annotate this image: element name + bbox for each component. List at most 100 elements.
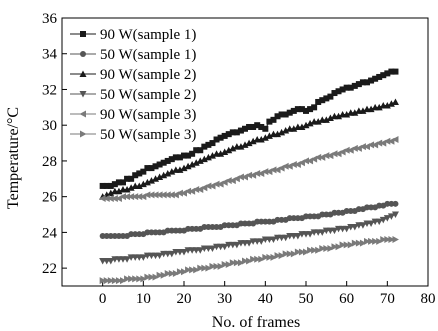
data-point <box>209 140 216 147</box>
data-point <box>233 241 241 249</box>
data-point <box>115 277 123 285</box>
data-point <box>192 186 200 194</box>
data-point <box>327 244 334 252</box>
data-point <box>208 152 216 159</box>
data-point <box>359 143 366 151</box>
series-6 <box>99 236 399 285</box>
data-point <box>245 240 253 247</box>
data-point <box>99 277 107 285</box>
data-point <box>335 112 343 120</box>
data-point <box>176 166 184 173</box>
series-3 <box>99 98 399 200</box>
data-point <box>107 194 114 202</box>
data-point <box>306 231 314 238</box>
legend: 90 W(sample 1) 50 W(sample 1) 90 W(sample … <box>70 27 196 143</box>
data-point <box>368 237 375 245</box>
data-point <box>384 236 391 244</box>
data-point <box>270 116 277 123</box>
data-point <box>176 268 184 276</box>
data-point <box>269 166 277 174</box>
data-point <box>282 127 290 134</box>
data-point <box>286 250 294 258</box>
data-point <box>200 155 208 163</box>
data-point <box>265 132 273 139</box>
data-point <box>253 169 261 177</box>
y-tick-label: 34 <box>42 47 58 63</box>
data-point <box>184 162 192 170</box>
data-point <box>229 259 237 267</box>
data-point <box>241 141 249 148</box>
data-point <box>143 191 151 199</box>
data-point <box>193 147 200 154</box>
data-point <box>193 266 200 274</box>
data-point <box>262 125 269 132</box>
data-point <box>246 257 253 265</box>
data-point <box>124 175 131 182</box>
data-point <box>339 241 347 249</box>
legend-label: 90 W(sample 1) <box>100 27 196 43</box>
y-tick-label: 36 <box>42 11 58 27</box>
data-point <box>322 152 330 160</box>
data-point <box>172 154 179 161</box>
data-point <box>147 177 155 184</box>
data-point <box>205 264 212 272</box>
data-point <box>343 84 350 91</box>
data-point <box>261 168 269 176</box>
data-point <box>380 236 387 244</box>
data-point <box>290 161 297 169</box>
data-point <box>237 127 244 134</box>
data-point <box>107 182 114 189</box>
x-axis-title: No. of frames <box>212 314 300 331</box>
data-point <box>351 144 358 152</box>
data-point <box>103 182 110 189</box>
data-point <box>180 164 188 172</box>
x-tick-label: 70 <box>380 291 395 307</box>
data-point <box>266 253 273 261</box>
data-point <box>107 277 115 285</box>
legend-marker <box>79 91 87 98</box>
data-point <box>225 131 232 138</box>
data-point <box>168 269 176 277</box>
data-point <box>269 236 277 244</box>
data-point <box>107 189 115 197</box>
data-point <box>197 147 204 154</box>
data-point <box>351 239 359 247</box>
data-point <box>148 273 155 281</box>
data-point <box>148 165 155 172</box>
data-point <box>233 129 240 136</box>
data-point <box>379 216 387 224</box>
data-point <box>123 193 131 201</box>
y-tick-label: 28 <box>42 154 57 170</box>
data-point <box>375 218 383 226</box>
data-point <box>392 68 399 75</box>
data-point <box>131 193 139 201</box>
data-point <box>132 172 139 179</box>
data-point <box>290 125 298 132</box>
data-point <box>375 103 383 111</box>
data-point <box>233 259 241 267</box>
y-tick-label: 32 <box>42 82 57 98</box>
data-point <box>326 114 334 122</box>
data-point <box>367 220 375 227</box>
data-point <box>185 266 192 274</box>
data-point <box>99 182 106 189</box>
data-point <box>383 137 391 145</box>
data-point <box>270 253 277 261</box>
data-point <box>262 253 269 261</box>
data-point <box>111 277 119 285</box>
data-point <box>294 232 302 240</box>
data-point <box>314 118 322 125</box>
data-point <box>221 261 229 269</box>
data-point <box>257 135 265 143</box>
data-point <box>250 123 257 130</box>
data-point <box>111 194 118 202</box>
data-point <box>311 104 318 111</box>
data-point <box>132 275 139 283</box>
data-point <box>306 119 314 127</box>
data-point <box>249 137 257 145</box>
data-point <box>128 175 135 182</box>
data-point <box>189 150 196 157</box>
data-point <box>258 255 265 263</box>
data-point <box>217 262 225 270</box>
